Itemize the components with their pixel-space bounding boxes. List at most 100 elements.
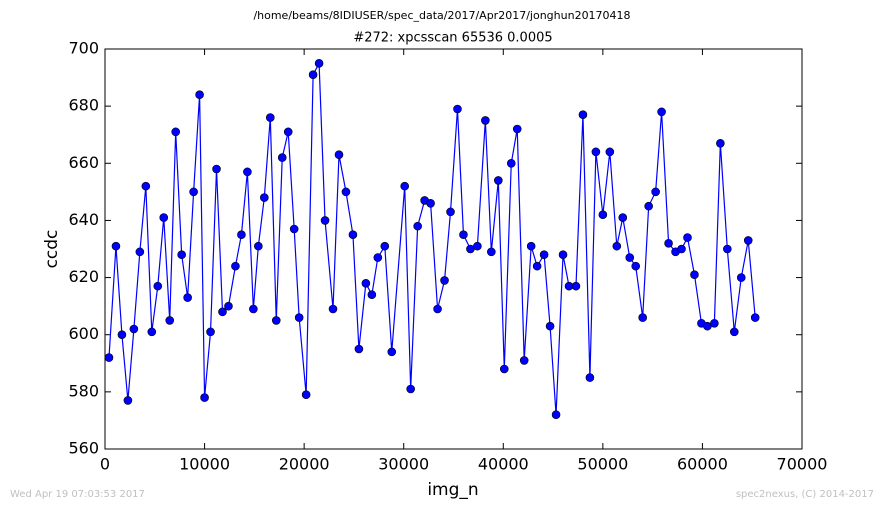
data-point <box>289 224 299 234</box>
data-point <box>532 261 542 271</box>
data-point <box>625 253 635 262</box>
data-point <box>426 198 435 208</box>
data-point <box>328 304 338 314</box>
y-tick-label: 680 <box>68 96 99 115</box>
data-point <box>159 213 169 222</box>
data-point <box>277 153 287 162</box>
data-point <box>481 116 490 125</box>
data-point <box>153 281 163 291</box>
data-point <box>605 147 615 157</box>
x-tick-label: 0 <box>100 455 110 474</box>
data-point <box>117 330 127 340</box>
data-point <box>551 410 561 420</box>
y-tick-label: 640 <box>68 210 99 229</box>
data-point <box>716 138 725 148</box>
data-point <box>433 304 442 314</box>
data-point <box>189 187 198 197</box>
data-point <box>736 273 746 282</box>
data-point <box>710 318 719 328</box>
data-point <box>129 324 139 334</box>
data-point <box>598 210 608 220</box>
x-tick-label: 40000 <box>478 455 529 474</box>
data-point <box>218 307 227 317</box>
x-tick-label: 60000 <box>677 455 728 474</box>
data-point <box>265 113 275 122</box>
y-tick-label: 580 <box>68 381 99 400</box>
data-point <box>387 347 397 357</box>
data-point <box>165 316 175 325</box>
data-point <box>406 384 415 394</box>
data-point <box>664 238 673 248</box>
y-tick-label: 620 <box>68 267 99 286</box>
data-point <box>506 158 516 168</box>
data-point <box>526 241 536 251</box>
data-point <box>111 241 121 251</box>
y-tick-label: 700 <box>68 39 99 58</box>
data-point <box>571 281 581 291</box>
data-point <box>147 327 157 337</box>
timestamp: Wed Apr 19 07:03:53 2017 <box>10 489 145 500</box>
chart-title: #272: xpcsscan 65536 0.0005 <box>353 31 552 46</box>
data-point <box>631 261 641 271</box>
data-point <box>135 247 145 257</box>
data-point <box>729 327 739 337</box>
data-point <box>354 344 364 354</box>
data-point <box>283 127 293 137</box>
data-point <box>183 293 192 302</box>
data-point <box>723 244 732 254</box>
data-point <box>539 250 549 260</box>
data-point <box>440 276 449 285</box>
data-point <box>260 193 269 202</box>
data-point <box>380 241 390 251</box>
data-point <box>200 393 209 402</box>
data-point <box>545 321 555 331</box>
data-point <box>348 230 358 240</box>
data-point <box>413 221 422 231</box>
data-point <box>612 241 622 251</box>
data-point <box>231 261 240 271</box>
data-point <box>314 58 324 68</box>
data-point <box>141 181 151 191</box>
data-point <box>243 167 252 177</box>
data-point <box>212 164 221 174</box>
data-point <box>367 290 377 300</box>
data-point <box>104 353 114 362</box>
data-point <box>334 150 344 160</box>
y-tick-label: 560 <box>68 439 99 458</box>
data-point <box>123 396 133 405</box>
data-point <box>446 207 455 217</box>
y-axis-label: ccdc <box>42 230 62 269</box>
data-point <box>361 278 371 288</box>
data-point <box>473 241 482 251</box>
x-tick-label: 50000 <box>577 455 628 474</box>
data-point <box>271 316 281 325</box>
data-point <box>743 236 753 245</box>
data-point <box>519 356 529 365</box>
data-point <box>585 373 595 382</box>
data-point <box>249 304 258 314</box>
data-point <box>459 230 468 240</box>
data-point <box>254 241 263 251</box>
plot-frame <box>104 48 803 450</box>
data-point <box>651 187 660 197</box>
y-tick-label: 660 <box>68 153 99 172</box>
data-point <box>512 124 522 134</box>
y-tick-label: 600 <box>68 324 99 343</box>
credit: spec2nexus, (C) 2014-2017 <box>736 489 874 500</box>
data-point <box>677 244 686 254</box>
data-point <box>373 253 383 262</box>
suptitle: /home/beams/8IDIUSER/spec_data/2017/Apr2… <box>253 9 630 22</box>
x-axis-label: img_n <box>427 480 478 500</box>
data-point <box>341 187 351 197</box>
data-point <box>690 270 699 280</box>
data-point <box>453 104 462 114</box>
data-line <box>108 61 756 415</box>
data-point <box>644 201 653 211</box>
x-tick-label: 30000 <box>378 455 429 474</box>
data-point <box>638 313 647 322</box>
data-point <box>558 250 568 260</box>
data-point <box>171 127 180 137</box>
x-tick-label: 70000 <box>777 455 828 474</box>
data-point <box>206 327 215 337</box>
